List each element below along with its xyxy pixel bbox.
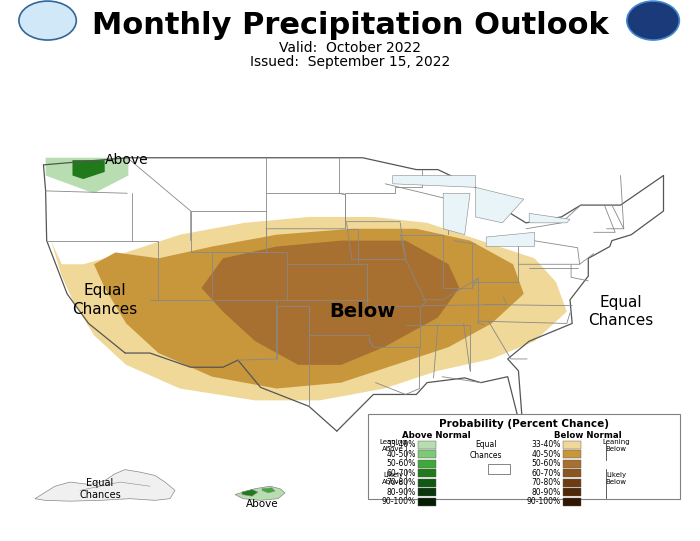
FancyBboxPatch shape <box>368 414 680 499</box>
Text: Above Normal: Above Normal <box>402 431 470 440</box>
Bar <box>418 469 436 477</box>
Text: 70-80%: 70-80% <box>386 478 416 487</box>
Text: 40-50%: 40-50% <box>531 450 561 459</box>
Text: Likely
Below: Likely Below <box>606 472 626 485</box>
Text: 33-40%: 33-40% <box>386 440 416 449</box>
Polygon shape <box>73 160 105 179</box>
Text: Probability (Percent Chance): Probability (Percent Chance) <box>439 419 609 429</box>
Text: 80-90%: 80-90% <box>386 488 416 497</box>
Text: 60-70%: 60-70% <box>386 469 416 478</box>
Text: 80-90%: 80-90% <box>532 488 561 497</box>
Bar <box>563 498 581 506</box>
Polygon shape <box>235 486 285 500</box>
Text: Equal
Chances: Equal Chances <box>470 440 503 460</box>
Bar <box>418 498 436 506</box>
Polygon shape <box>393 175 475 187</box>
Text: 50-60%: 50-60% <box>531 459 561 468</box>
Bar <box>563 479 581 487</box>
Polygon shape <box>94 229 524 388</box>
Polygon shape <box>529 213 570 223</box>
Bar <box>563 450 581 458</box>
Polygon shape <box>242 490 258 496</box>
Polygon shape <box>443 193 470 235</box>
Polygon shape <box>148 235 503 382</box>
Text: Equal
Chances: Equal Chances <box>79 478 121 499</box>
Text: Leaning
Below: Leaning Below <box>602 439 630 452</box>
Text: 90-100%: 90-100% <box>382 497 416 506</box>
Text: 90-100%: 90-100% <box>527 497 561 506</box>
Text: Above: Above <box>104 153 148 167</box>
Text: 33-40%: 33-40% <box>531 440 561 449</box>
Text: NWS: NWS <box>38 16 57 25</box>
Text: Likely
Above: Likely Above <box>382 472 404 485</box>
Polygon shape <box>51 217 567 400</box>
Text: Below Normal: Below Normal <box>554 431 622 440</box>
Bar <box>563 440 581 448</box>
Text: 40-50%: 40-50% <box>386 450 416 459</box>
Bar <box>563 489 581 497</box>
Text: 60-70%: 60-70% <box>531 469 561 478</box>
Bar <box>418 489 436 497</box>
Bar <box>563 460 581 468</box>
Text: Leaning
Above: Leaning Above <box>379 439 407 452</box>
Bar <box>418 460 436 468</box>
Polygon shape <box>46 158 128 193</box>
Bar <box>418 479 436 487</box>
Text: Equal
Chances: Equal Chances <box>588 295 653 328</box>
Text: Issued:  September 15, 2022: Issued: September 15, 2022 <box>250 55 450 69</box>
Text: Below: Below <box>330 302 396 321</box>
Polygon shape <box>486 232 535 247</box>
Polygon shape <box>202 241 459 365</box>
Bar <box>418 440 436 448</box>
Bar <box>488 464 510 474</box>
Text: Above: Above <box>246 499 279 509</box>
Text: NOAA: NOAA <box>642 17 664 24</box>
Text: Equal
Chances: Equal Chances <box>72 283 137 316</box>
Text: Monthly Precipitation Outlook: Monthly Precipitation Outlook <box>92 11 608 40</box>
Text: Valid:  October 2022: Valid: October 2022 <box>279 41 421 55</box>
Bar <box>418 450 436 458</box>
Text: 50-60%: 50-60% <box>386 459 416 468</box>
Text: 70-80%: 70-80% <box>532 478 561 487</box>
Bar <box>563 469 581 477</box>
Polygon shape <box>262 488 275 493</box>
Polygon shape <box>475 187 524 223</box>
Polygon shape <box>35 470 175 501</box>
